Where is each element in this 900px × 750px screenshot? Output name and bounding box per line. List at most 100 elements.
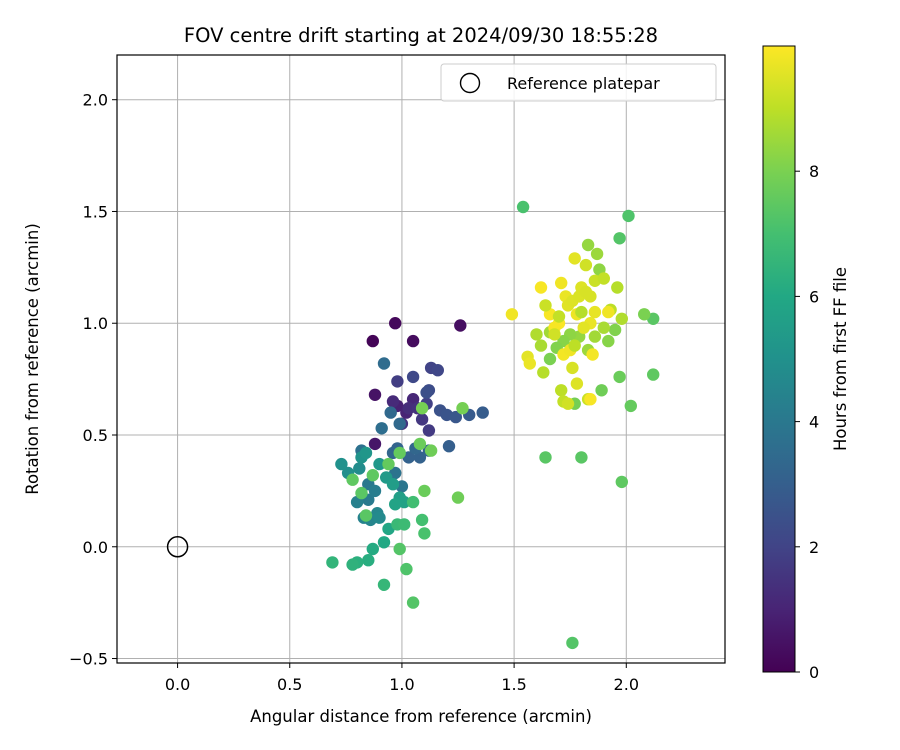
data-point — [389, 498, 402, 511]
reference-marker-group — [166, 536, 189, 558]
data-point — [346, 473, 359, 486]
data-point — [415, 513, 429, 527]
data-point — [454, 319, 467, 332]
data-point — [568, 339, 581, 352]
data-point — [373, 457, 386, 471]
data-point — [568, 252, 581, 265]
y-tick-label: 2.0 — [83, 91, 108, 110]
data-point — [534, 281, 548, 294]
data-point — [415, 413, 429, 426]
data-point — [476, 406, 489, 419]
data-point — [335, 457, 348, 471]
data-point — [581, 238, 595, 252]
data-point — [622, 209, 635, 223]
data-point — [647, 368, 660, 381]
data-point — [555, 384, 568, 397]
data-point — [377, 578, 391, 591]
data-point — [548, 328, 561, 341]
data-point — [368, 484, 382, 498]
data-point — [406, 334, 420, 348]
data-point — [523, 357, 536, 370]
colorbar-tick-label: 8 — [809, 162, 819, 181]
data-point — [505, 308, 519, 321]
y-tick-label: 1.5 — [83, 202, 108, 221]
data-point — [566, 361, 579, 375]
data-point — [420, 386, 433, 399]
data-point — [611, 281, 624, 294]
colorbar-tick-label: 4 — [809, 413, 819, 432]
data-point — [534, 339, 548, 352]
data-point — [586, 348, 599, 361]
data-point — [552, 310, 566, 323]
data-point — [615, 312, 628, 325]
data-point — [413, 437, 427, 451]
data-point — [373, 511, 386, 524]
data-point — [570, 377, 584, 390]
data-point — [422, 424, 436, 437]
data-point — [406, 596, 420, 609]
x-axis-ticks: 0.0 0.5 1.0 1.5 2.0 — [165, 663, 639, 694]
data-point — [406, 370, 420, 384]
data-point — [418, 527, 431, 540]
data-point — [366, 334, 379, 348]
data-point — [537, 366, 550, 379]
legend: Reference platepar — [440, 63, 717, 102]
reference-platepar-marker — [166, 536, 189, 558]
data-point — [393, 542, 406, 556]
data-point — [575, 305, 588, 319]
gridlines — [117, 55, 725, 663]
data-point — [359, 446, 373, 460]
data-point — [326, 556, 339, 569]
colorbar-tick-label: 6 — [809, 287, 819, 306]
data-point — [451, 491, 465, 504]
data-point — [539, 299, 552, 312]
y-tick-label: 0.0 — [83, 538, 108, 557]
y-tick-label: −0.5 — [69, 650, 108, 669]
data-point — [424, 444, 438, 457]
data-point — [431, 364, 444, 377]
data-point — [602, 334, 615, 348]
data-point — [359, 509, 373, 522]
data-point — [389, 317, 402, 330]
data-point — [456, 402, 469, 415]
data-point — [555, 276, 568, 290]
data-point — [418, 484, 431, 498]
y-tick-label: 0.5 — [83, 426, 108, 445]
data-point — [353, 462, 366, 475]
x-tick-label: 1.5 — [501, 675, 526, 694]
data-point — [398, 518, 411, 531]
data-point — [539, 451, 552, 464]
data-point — [575, 451, 588, 464]
x-axis-title: Angular distance from reference (arcmin) — [250, 707, 592, 726]
x-tick-label: 0.0 — [165, 675, 190, 694]
data-point — [602, 305, 615, 319]
data-point — [613, 232, 626, 245]
data-point — [393, 417, 406, 430]
y-tick-label: 1.0 — [83, 314, 108, 333]
data-point — [386, 478, 400, 491]
x-tick-label: 2.0 — [614, 675, 639, 694]
data-point — [382, 457, 395, 471]
data-point — [516, 200, 530, 214]
data-point — [590, 247, 604, 261]
data-point — [368, 388, 382, 401]
colorbar-title: Hours from first FF file — [831, 267, 850, 451]
colorbar: 0 2 4 6 8 Hours from first FF file — [762, 45, 850, 682]
data-point — [595, 384, 608, 397]
data-point — [346, 558, 359, 571]
data-point — [624, 399, 637, 413]
data-point — [608, 323, 622, 337]
data-point — [386, 395, 400, 408]
data-point — [377, 357, 391, 370]
data-point — [366, 469, 379, 482]
data-point — [362, 554, 375, 567]
data-point — [402, 402, 415, 415]
legend-hollow-circle-icon — [459, 72, 481, 94]
data-point — [391, 375, 404, 388]
plot-frame — [116, 54, 726, 664]
colorbar-gradient — [762, 45, 796, 673]
data-point — [566, 636, 579, 650]
data-point — [375, 422, 388, 435]
legend-box — [440, 63, 717, 102]
